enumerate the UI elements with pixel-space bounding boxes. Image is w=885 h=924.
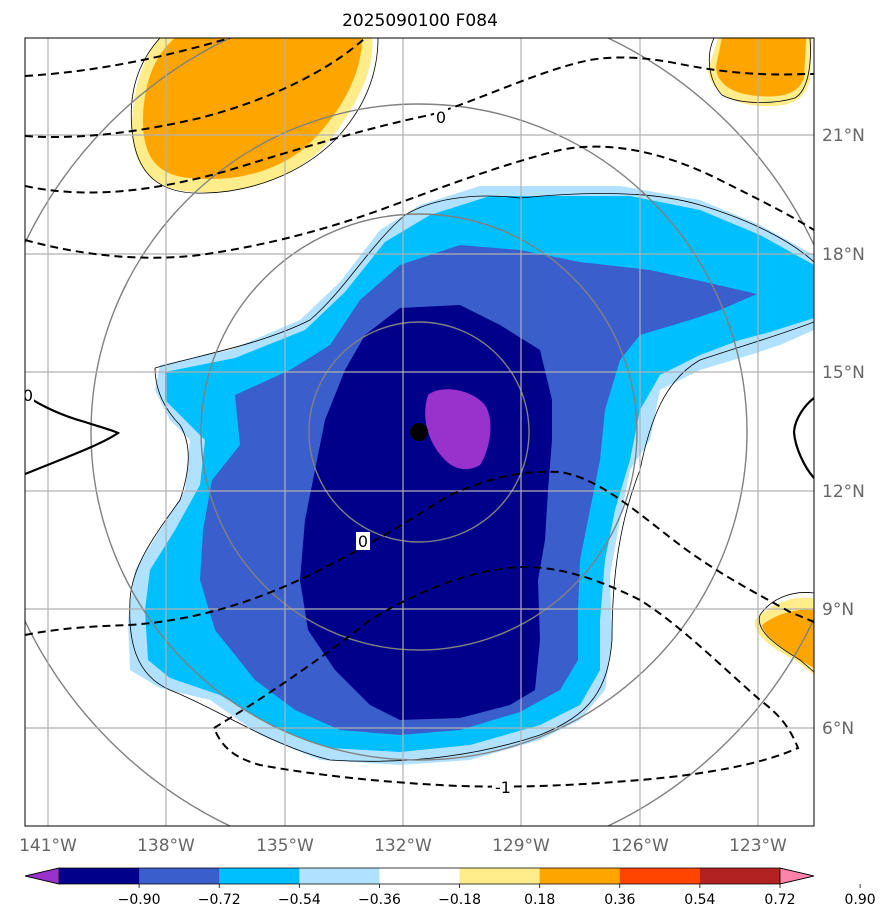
lon-label-138w: 138°W [137, 836, 195, 856]
colorbar-segment [379, 868, 461, 884]
colorbar-segment [299, 868, 380, 884]
colorbar-segment [459, 868, 541, 884]
positive-anomaly-upper-right [708, 38, 812, 107]
colorbar-tick-label: 0.36 [604, 892, 635, 908]
colorbar-segment [139, 868, 220, 884]
range-rings [25, 38, 814, 826]
colorbar-tick-label: −0.18 [438, 892, 481, 908]
contour-labels: 0 0 0 -1 [23, 108, 514, 797]
anomaly-outline-contours [129, 38, 814, 762]
colorbar-extend-min [24, 867, 60, 885]
colorbar-segment [219, 868, 300, 884]
colorbar-extend-max [779, 867, 815, 885]
lon-label-132w: 132°W [374, 836, 432, 856]
positive-anomaly-upper-left [131, 38, 373, 193]
lat-label-21n: 21°N [822, 126, 865, 146]
lat-label-18n: 18°N [822, 245, 865, 265]
lon-label-126w: 126°W [611, 836, 669, 856]
lon-label-129w: 129°W [492, 836, 550, 856]
colorbar-outline [24, 867, 815, 885]
range-ring-inner [308, 321, 530, 543]
latitude-labels: 21°N 18°N 15°N 12°N 9°N 6°N [822, 126, 865, 739]
storm-center-marker [410, 423, 428, 441]
colorbar-tick-label: −0.90 [118, 892, 161, 908]
lat-label-12n: 12°N [822, 482, 865, 502]
colorbar-segment [619, 868, 701, 884]
colorbar-segment [539, 868, 621, 884]
contour-label-zero-upper: 0 [436, 108, 446, 127]
lat-label-9n: 9°N [822, 600, 854, 620]
contour-label-minus-one: -1 [495, 778, 511, 797]
colorbar: −0.90 −0.72 −0.54 −0.36 −0.18 0.18 0.36 0.54 0.7… [24, 867, 876, 908]
longitude-labels: 141°W 138°W 135°W 132°W 129°W 126°W 123°… [19, 836, 787, 856]
colorbar-tick-label: −0.72 [198, 892, 241, 908]
colorbar-tick-label: −0.54 [278, 892, 321, 908]
lon-label-141w: 141°W [19, 836, 77, 856]
range-ring-middle [200, 213, 638, 651]
solid-contours [25, 394, 814, 479]
plot-frame [24, 37, 815, 827]
contour-label-zero-lower: 0 [358, 532, 368, 551]
colorbar-segment [59, 868, 140, 884]
lon-label-135w: 135°W [256, 836, 314, 856]
lat-label-15n: 15°N [822, 363, 865, 383]
negative-anomaly-level-090 [425, 389, 491, 470]
colorbar-tick-label: 0.90 [845, 892, 876, 908]
negative-anomaly-level-072 [300, 305, 552, 720]
graticule [25, 38, 814, 826]
contour-label-zero-left: 0 [23, 386, 33, 405]
lat-label-6n: 6°N [822, 719, 854, 739]
dashed-contours [25, 38, 814, 788]
lon-label-123w: 123°W [729, 836, 787, 856]
range-ring-outer [90, 103, 748, 761]
colorbar-tick-label: 0.18 [524, 892, 555, 908]
map-plot-area: 0 0 0 -1 [23, 38, 814, 826]
colorbar-tick-label: −0.36 [358, 892, 401, 908]
colorbar-tick-label: 0.54 [684, 892, 715, 908]
map-title: 2025090100 F084 [342, 11, 498, 31]
colorbar-segment [699, 868, 781, 884]
colorbar-tick-label: 0.72 [764, 892, 795, 908]
